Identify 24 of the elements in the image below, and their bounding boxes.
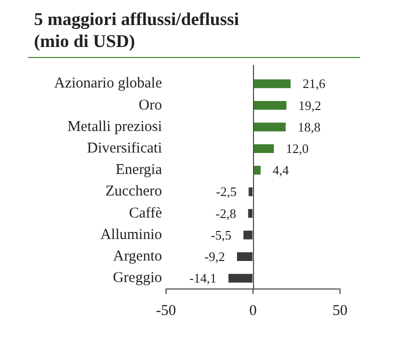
data-label: -5,5 [210,227,232,242]
data-label: 12,0 [286,141,309,156]
x-tick-label: 50 [332,302,348,319]
y-tick-label: Argento [113,248,162,265]
data-label: 18,8 [298,119,320,134]
y-tick-label: Azionario globale [54,76,162,92]
data-label: -2,5 [216,184,237,200]
data-label: 4,4 [272,162,290,178]
x-tick-label: -50 [156,302,176,319]
data-label: -14,1 [189,270,216,286]
y-tick-label: Caffè [128,205,162,222]
x-tick-label: 0 [249,302,257,319]
y-tick-label: Greggio [112,270,162,286]
data-label: -9,2 [204,249,225,264]
y-tick-label: Zucchero [105,184,162,200]
y-tick-label: Energia [116,162,162,178]
data-label: 21,6 [302,76,326,92]
y-tick-label: Alluminio [100,226,162,243]
y-tick-label: Oro [138,97,162,114]
y-tick-label: Metalli preziosi [67,118,162,135]
data-label: -2,8 [216,206,236,221]
chart-title: 5 maggiori afflussi/deflussi (mio di USD) [34,8,240,52]
y-tick-label: Diversificati [87,140,162,157]
data-label: 19,2 [298,98,322,113]
